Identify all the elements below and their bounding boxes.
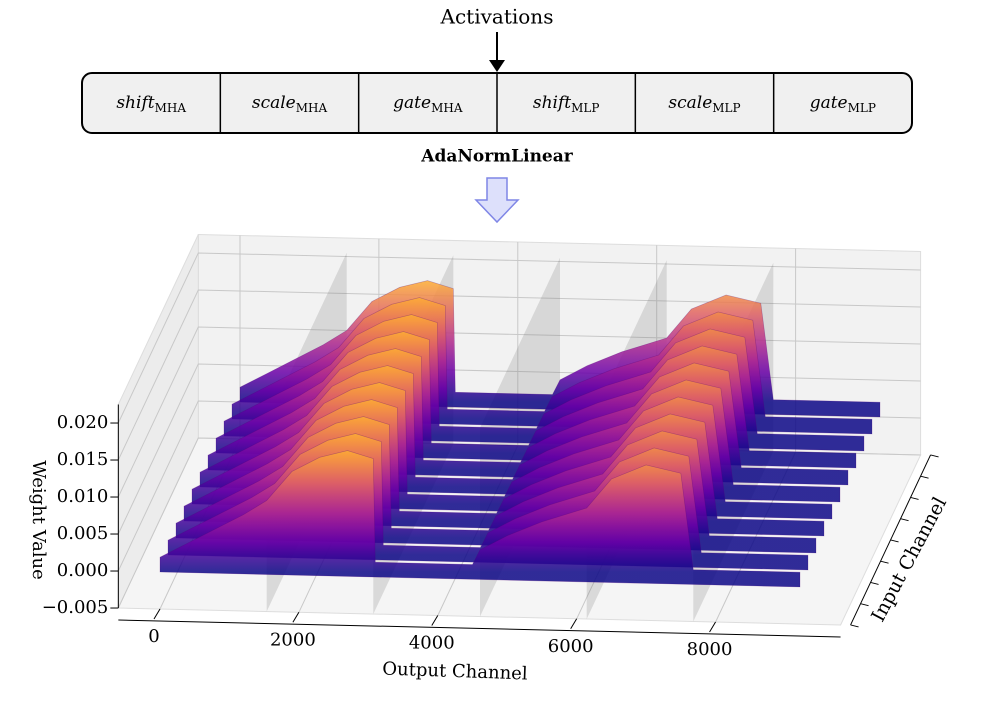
grid-line	[117, 289, 921, 461]
block-sub: MLP	[712, 101, 740, 115]
y-tick	[900, 518, 909, 522]
block-name: scale	[668, 93, 712, 113]
x-axis	[118, 619, 841, 638]
z-tick-label: 0.010	[57, 486, 109, 507]
x-tick-label: 2000	[270, 629, 316, 650]
hollow-arrow	[474, 177, 520, 224]
z-tick-label: 0.020	[57, 412, 109, 433]
y-tick	[930, 454, 939, 458]
block-name: scale	[252, 93, 296, 113]
z-axis-label: Weight Value	[28, 460, 49, 580]
y-tick	[880, 560, 889, 564]
x-tick	[431, 615, 439, 626]
caption: AdaNormLinear	[420, 147, 574, 167]
y-tick	[850, 624, 859, 628]
block-label: scaleMLP	[668, 93, 740, 115]
y-tick	[870, 581, 879, 585]
x-tick	[153, 608, 161, 620]
block-sub: MLP	[848, 101, 876, 115]
arrow-head	[489, 60, 505, 72]
block-name: shift	[116, 93, 154, 113]
x-tick	[709, 621, 716, 633]
x-axis-label: Output Channel	[382, 658, 528, 684]
block-label: gateMHA	[393, 93, 463, 115]
grid-line	[117, 252, 921, 424]
x-tick-label: 0	[148, 626, 159, 647]
x-tick-label: 8000	[687, 639, 733, 660]
block-name: shift	[533, 93, 571, 113]
block-sub: MHA	[155, 101, 187, 115]
z-tick-label: 0.015	[57, 449, 109, 470]
z-tick-label: −0.005	[42, 597, 109, 618]
y-tick	[920, 475, 929, 479]
block-label: scaleMHA	[252, 93, 328, 115]
block-name: gate	[810, 93, 848, 113]
z-tick-label: 0.005	[57, 523, 109, 544]
y-tick	[890, 539, 899, 543]
input-label: Activations	[440, 5, 554, 29]
block-label: gateMLP	[810, 93, 876, 115]
block-label: shiftMLP	[533, 93, 600, 115]
block-sub: MLP	[571, 101, 599, 115]
block-name: gate	[393, 93, 431, 113]
y-tick	[910, 496, 919, 500]
surface-row	[159, 450, 801, 588]
y-tick	[860, 603, 869, 607]
x-tick	[570, 618, 578, 630]
x-tick-label: 4000	[409, 633, 455, 654]
block-sub: MHA	[296, 101, 328, 115]
block-sub: MHA	[431, 101, 463, 115]
block-label: shiftMHA	[116, 93, 186, 115]
z-tick-label: 0.000	[57, 560, 109, 581]
x-tick	[292, 611, 300, 623]
x-tick-label: 6000	[548, 636, 594, 657]
